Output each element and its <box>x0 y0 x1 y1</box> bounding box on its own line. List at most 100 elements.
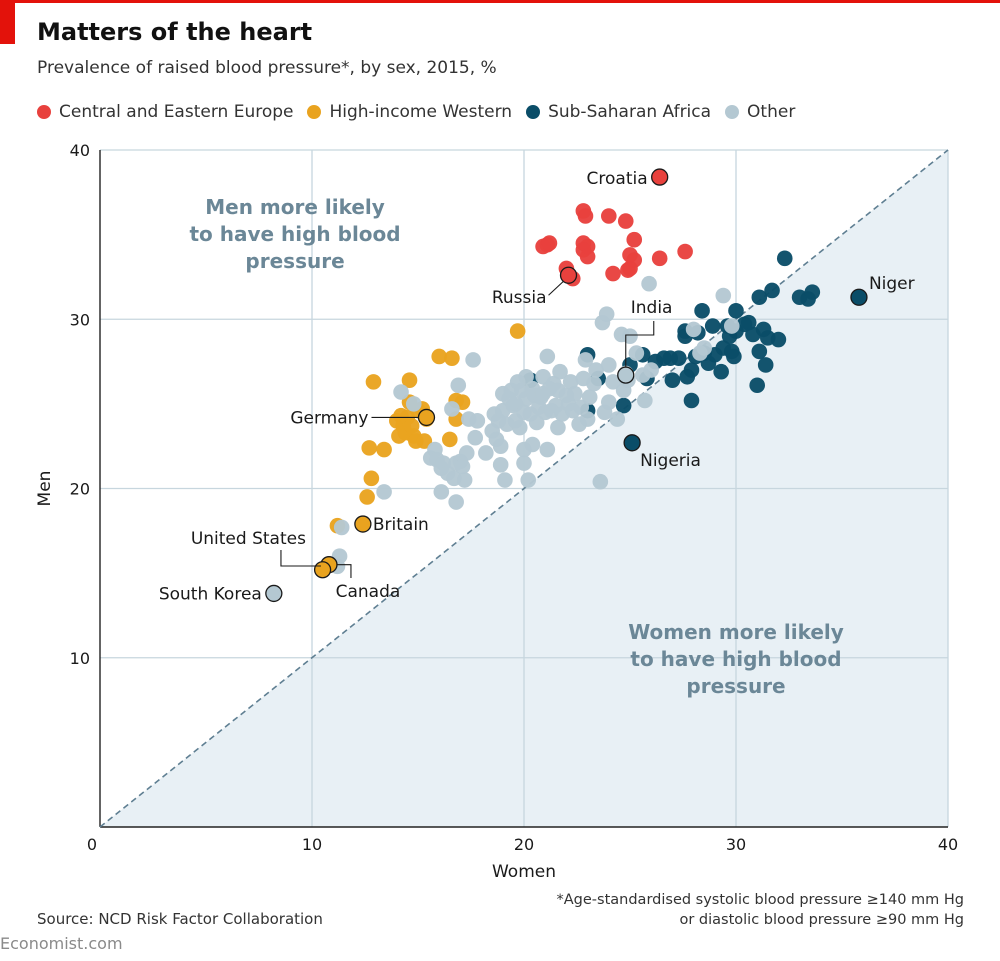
highlight-point <box>850 288 868 306</box>
data-point-other <box>605 374 621 390</box>
x-axis-title: Women <box>492 862 556 882</box>
data-point-cee <box>626 252 643 268</box>
legend-label-west: High-income Western <box>329 102 513 122</box>
region-label-women: pressure <box>686 674 785 698</box>
data-point-cee <box>651 250 668 267</box>
highlight-point <box>354 515 372 533</box>
region-label-men: to have high blood <box>189 222 400 246</box>
data-point-west <box>359 489 375 505</box>
legend-swatch-west <box>307 105 322 119</box>
y-axis-title: Men <box>35 471 55 507</box>
data-point-cee <box>601 208 617 224</box>
data-point-other <box>628 345 645 361</box>
data-point-ssa <box>704 318 721 334</box>
data-point-other <box>539 441 556 458</box>
data-point-cee <box>579 248 596 265</box>
data-point-other <box>539 348 556 365</box>
data-point-cee <box>577 208 594 224</box>
brand-name: Economist.com <box>0 934 123 953</box>
data-point-ssa <box>770 331 787 348</box>
data-point-ssa <box>751 289 768 306</box>
data-point-cee <box>605 265 621 282</box>
data-point-ssa <box>764 282 780 299</box>
x-tick-label: 30 <box>726 835 746 854</box>
highlight-point <box>417 408 436 427</box>
data-point-cee <box>541 235 558 251</box>
highlight-point <box>623 434 641 452</box>
data-point-other <box>598 306 615 322</box>
data-point-other <box>333 519 350 536</box>
data-point-other <box>685 321 702 338</box>
data-point-other <box>433 484 450 500</box>
data-point-other <box>588 362 604 378</box>
data-point-other <box>469 413 486 429</box>
country-label-united-states: United States <box>191 529 306 549</box>
brand-tag <box>0 0 15 44</box>
region-label-women: to have high blood <box>630 647 841 671</box>
region-label-men: Men more likely <box>205 195 385 219</box>
data-point-other <box>478 445 494 461</box>
data-point-other <box>601 357 617 373</box>
data-point-west <box>376 441 392 458</box>
data-point-other <box>601 394 617 410</box>
data-point-other <box>567 385 583 402</box>
country-label-germany: Germany <box>290 408 368 428</box>
data-point-other <box>405 396 422 412</box>
y-tick-label: 30 <box>70 310 90 329</box>
leader-united-states <box>280 550 321 567</box>
data-point-other <box>467 429 484 446</box>
y-tick-label: 40 <box>70 141 90 160</box>
data-point-west <box>416 433 433 449</box>
legend-item-ssa: Sub-Saharan Africa <box>526 102 711 122</box>
x-tick-label: 20 <box>514 835 534 854</box>
top-rule <box>0 0 1000 3</box>
highlight-point <box>651 168 669 186</box>
parity-line <box>99 149 949 828</box>
data-point-ssa <box>804 284 821 300</box>
legend-swatch-other <box>725 105 740 119</box>
data-point-other <box>518 368 534 385</box>
data-point-other <box>586 375 602 392</box>
data-point-other <box>641 275 657 292</box>
data-point-other <box>581 389 598 405</box>
data-point-other <box>592 473 609 490</box>
data-point-cee <box>677 243 693 260</box>
data-point-other <box>552 363 568 380</box>
legend-item-other: Other <box>725 102 795 122</box>
y-tick-label: 10 <box>70 649 90 668</box>
legend-swatch-ssa <box>526 105 541 119</box>
country-label-nigeria: Nigeria <box>640 451 701 471</box>
region-label-men: pressure <box>245 249 344 273</box>
legend-label-ssa: Sub-Saharan Africa <box>548 102 712 122</box>
data-point-other <box>450 377 467 394</box>
data-point-other <box>454 458 471 475</box>
data-point-other <box>456 472 473 488</box>
data-point-ssa <box>694 302 710 319</box>
data-point-other <box>550 419 566 436</box>
data-point-west <box>363 470 380 487</box>
country-label-croatia: Croatia <box>587 169 648 189</box>
data-point-other <box>643 362 659 378</box>
footnote: *Age-standardised systolic blood pressur… <box>557 890 964 930</box>
data-point-other <box>393 384 409 400</box>
footnote-line-2: or diastolic blood pressure ≥90 mm Hg <box>679 912 964 928</box>
region-label-women: Women more likely <box>628 620 844 644</box>
country-label-russia: Russia <box>492 288 547 308</box>
data-point-ssa <box>757 357 774 373</box>
data-point-other <box>524 436 541 453</box>
data-point-other <box>715 287 732 304</box>
highlight-point <box>313 561 332 579</box>
data-point-other <box>520 472 537 488</box>
legend-item-west: High-income Western <box>307 102 512 122</box>
legend-swatch-cee <box>37 105 51 119</box>
chart-subtitle: Prevalence of raised blood pressure*, by… <box>37 58 497 78</box>
data-point-other <box>516 455 532 471</box>
data-point-ssa <box>726 348 742 365</box>
highlight-point <box>559 266 578 284</box>
data-point-ssa <box>751 343 768 360</box>
data-point-other <box>637 392 653 409</box>
data-point-west <box>401 372 418 388</box>
data-point-ssa <box>740 314 757 331</box>
x-tick-label: 40 <box>938 835 958 854</box>
data-point-cee <box>617 213 634 229</box>
